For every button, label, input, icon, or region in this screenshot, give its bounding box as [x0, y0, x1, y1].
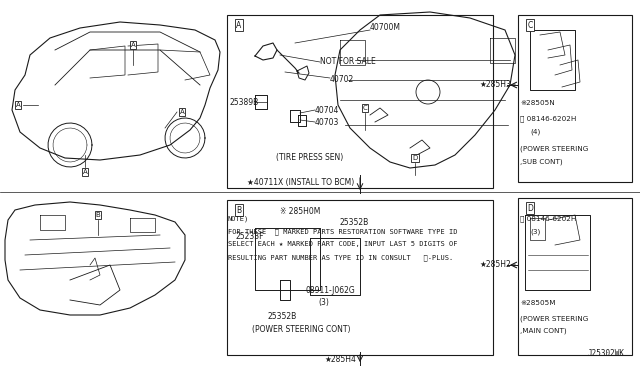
Text: (4): (4)	[530, 128, 540, 135]
Text: RESULTING PART NUMBER AS TYPE ID IN CONSULT   Ⅱ-PLUS.: RESULTING PART NUMBER AS TYPE ID IN CONS…	[228, 254, 453, 261]
Text: NOTE): NOTE)	[228, 215, 249, 221]
Text: 25233F: 25233F	[235, 232, 264, 241]
Text: 40702: 40702	[330, 75, 355, 84]
Text: 40703: 40703	[315, 118, 339, 127]
Bar	[227, 200, 493, 355]
Text: C: C	[363, 105, 367, 111]
Text: A: A	[83, 169, 88, 175]
Text: A: A	[180, 109, 184, 115]
Bar	[518, 15, 632, 182]
Text: Ⓑ 08146-6202H: Ⓑ 08146-6202H	[520, 115, 577, 122]
Text: ※28505M: ※28505M	[520, 300, 556, 306]
Text: B: B	[95, 212, 100, 218]
Text: SELECT EACH ★ MARKED PART CODE, INPUT LAST 5 DIGITS OF: SELECT EACH ★ MARKED PART CODE, INPUT LA…	[228, 241, 458, 247]
Text: ,SUB CONT): ,SUB CONT)	[520, 158, 563, 164]
Text: 25352B: 25352B	[340, 218, 369, 227]
Text: 08911-J062G: 08911-J062G	[305, 286, 355, 295]
Text: 40704: 40704	[315, 106, 339, 115]
Text: A: A	[15, 102, 20, 108]
Text: 25389B: 25389B	[230, 98, 259, 107]
Bar	[227, 15, 493, 188]
Text: ★40711X (INSTALL TO BCM): ★40711X (INSTALL TO BCM)	[247, 178, 355, 187]
Text: (TIRE PRESS SEN): (TIRE PRESS SEN)	[276, 153, 344, 162]
Text: FOR THESE  ※ MARKED PARTS RESTORATION SOFTWARE TYPE ID: FOR THESE ※ MARKED PARTS RESTORATION SOF…	[228, 228, 458, 235]
Bar	[518, 198, 632, 355]
Text: D: D	[527, 203, 533, 212]
Text: C: C	[527, 20, 532, 29]
Text: J25302WK: J25302WK	[588, 349, 625, 358]
Text: ※28505N: ※28505N	[520, 100, 555, 106]
Text: ★285H4: ★285H4	[324, 355, 356, 364]
Text: (POWER STEERING CONT): (POWER STEERING CONT)	[252, 325, 351, 334]
Text: ,MAIN CONT): ,MAIN CONT)	[520, 328, 566, 334]
Text: A: A	[236, 20, 242, 29]
Text: ※ 285H0M: ※ 285H0M	[280, 207, 321, 216]
Text: B: B	[236, 205, 241, 215]
Text: 40700M: 40700M	[370, 23, 401, 32]
Text: ★285H2: ★285H2	[480, 260, 512, 269]
Text: (POWER STEERING: (POWER STEERING	[520, 315, 588, 321]
Text: (3): (3)	[530, 228, 540, 234]
Text: Ⓑ 08146-6202H: Ⓑ 08146-6202H	[520, 215, 577, 222]
Text: A: A	[131, 42, 136, 48]
Text: (3): (3)	[318, 298, 329, 307]
Text: ★285H3: ★285H3	[480, 80, 512, 89]
Text: (POWER STEERING: (POWER STEERING	[520, 145, 588, 151]
Text: D: D	[412, 155, 418, 161]
Text: 25352B: 25352B	[268, 312, 297, 321]
Text: NOT FOR SALE: NOT FOR SALE	[320, 57, 376, 66]
